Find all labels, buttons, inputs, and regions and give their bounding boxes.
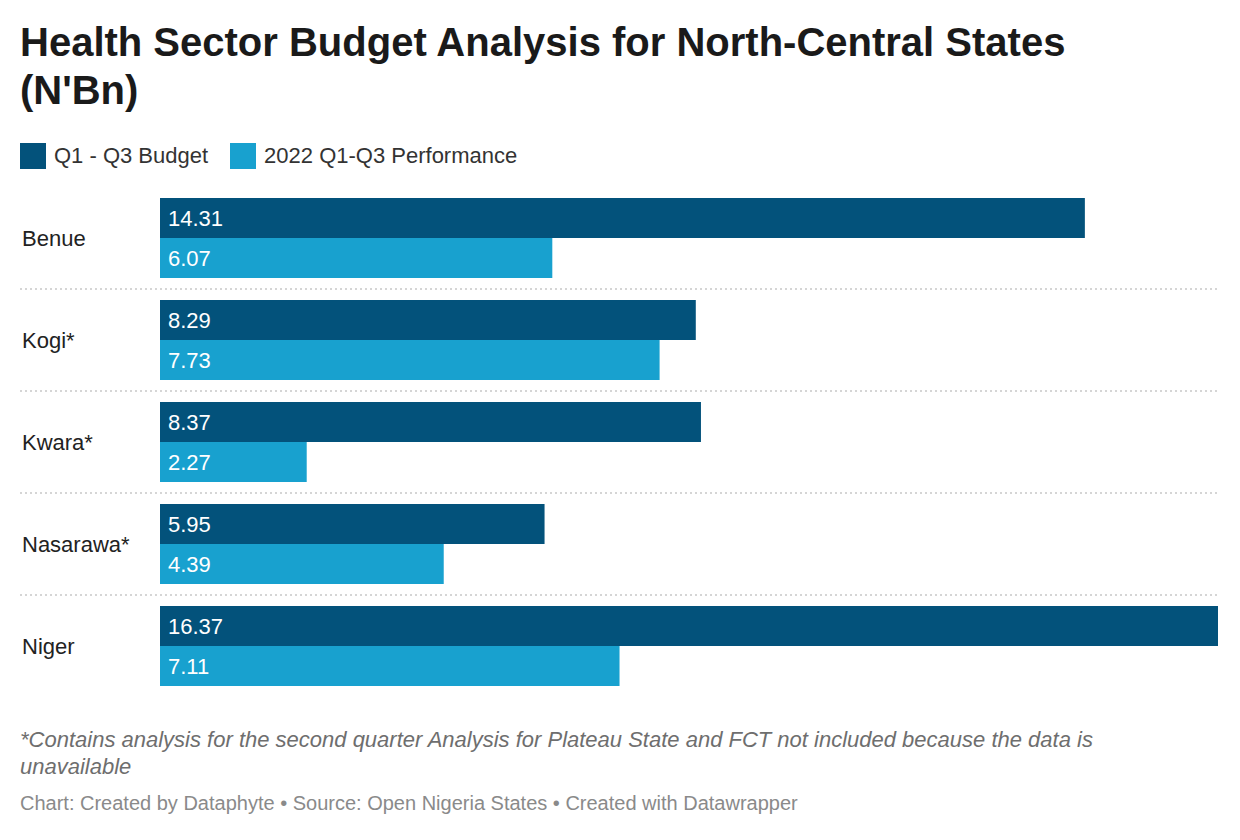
title: Health Sector Budget Analysis for North-… xyxy=(20,18,1130,114)
bar xyxy=(160,646,620,686)
legend-label: Q1 - Q3 Budget xyxy=(54,143,208,169)
plot: Benue 14.31 6.07 Kogi* 8.29 7.73 Kwara* 8.37 2.2… xyxy=(0,0,1240,840)
separator xyxy=(20,288,1218,290)
legend-swatch xyxy=(230,143,256,169)
bar xyxy=(160,238,552,278)
legend-item: 2022 Q1-Q3 Performance xyxy=(230,143,517,169)
data-label: 5.95 xyxy=(168,512,211,537)
data-label: 7.73 xyxy=(168,348,211,373)
source: Chart: Created by Dataphyte • Source: Op… xyxy=(20,792,798,815)
legend-swatch xyxy=(20,143,46,169)
data-label: 2.27 xyxy=(168,450,211,475)
labels: Benue 14.31 6.07 Kogi* 8.29 7.73 Kwara* 8.37 2.2… xyxy=(22,206,223,679)
data-label: 7.11 xyxy=(168,654,209,679)
data-label: 8.37 xyxy=(168,410,211,435)
bar xyxy=(160,606,1218,646)
notes: *Contains analysis for the second quarte… xyxy=(20,726,1200,780)
data-label: 4.39 xyxy=(168,552,211,577)
bars xyxy=(160,198,1218,686)
category-label: Nasarawa* xyxy=(22,532,130,557)
category-label: Kogi* xyxy=(22,328,75,353)
bar xyxy=(160,300,696,340)
bar xyxy=(160,340,660,380)
category-label: Niger xyxy=(22,634,75,659)
data-label: 14.31 xyxy=(168,206,223,231)
separator xyxy=(20,390,1218,392)
bar xyxy=(160,442,307,482)
category-label: Benue xyxy=(22,226,86,251)
data-label: 16.37 xyxy=(168,614,223,639)
data-label: 6.07 xyxy=(168,246,211,271)
legend-label: 2022 Q1-Q3 Performance xyxy=(264,143,517,169)
bar xyxy=(160,544,444,584)
legend: Q1 - Q3 Budget 2022 Q1-Q3 Performance xyxy=(20,143,539,169)
separator xyxy=(20,594,1218,596)
bar xyxy=(160,198,1085,238)
data-label: 8.29 xyxy=(168,308,211,333)
separator xyxy=(20,492,1218,494)
bar xyxy=(160,504,545,544)
bar xyxy=(160,402,701,442)
legend-item: Q1 - Q3 Budget xyxy=(20,143,208,169)
category-label: Kwara* xyxy=(22,430,93,455)
